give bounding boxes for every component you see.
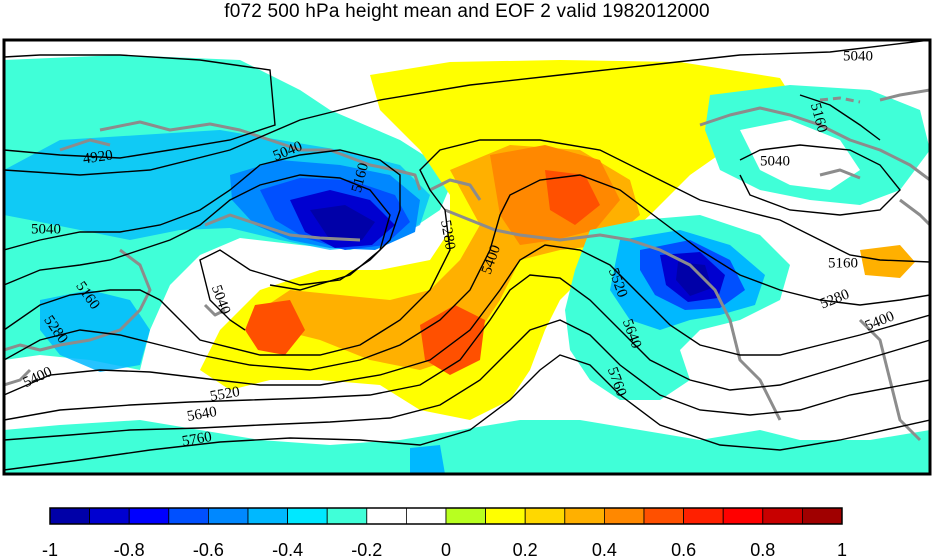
contour-label-text: 5040	[760, 153, 790, 169]
negative-anomaly-southwest	[40, 290, 150, 372]
contour-label: 5280	[437, 219, 458, 251]
colorbar-tick-label: 0.6	[671, 540, 696, 558]
colorbar-border	[49, 507, 843, 525]
colorbar-swatch	[485, 507, 526, 525]
contour-label-text: 5520	[209, 384, 241, 405]
colorbar-tick-label: 1	[837, 540, 847, 558]
contour-label: 5640	[186, 404, 218, 425]
colorbar-swatch	[168, 507, 209, 525]
colorbar-swatch	[366, 507, 407, 525]
contour-label-text: 5760	[181, 429, 213, 450]
contour-label-text: 5160	[349, 161, 372, 194]
coastlines	[4, 88, 930, 442]
colorbar-tick-label: -0.2	[351, 540, 382, 558]
contour-label-text: 4920	[82, 147, 114, 167]
colorbar-swatch	[247, 507, 288, 525]
eof-shading	[4, 40, 930, 474]
negative-anomaly-south	[4, 420, 930, 474]
colorbar-swatch	[445, 507, 486, 525]
colorbar-swatch	[683, 507, 724, 525]
colorbar-swatch	[128, 507, 170, 525]
contour-label: 5160	[807, 101, 830, 134]
contour-label: 5760	[181, 429, 213, 450]
map-title: f072 500 hPa height mean and EOF 2 valid…	[224, 1, 710, 22]
contour-label: 5160	[349, 161, 372, 194]
colorbar-tick-label: -0.8	[114, 540, 145, 558]
colorbar-swatch	[89, 507, 130, 525]
colorbar-tick-label: 0.4	[592, 540, 617, 558]
colorbar-swatch	[207, 507, 249, 525]
contour-label: 5040	[843, 48, 873, 64]
contour-label: 5160	[828, 255, 858, 271]
contour-label: 4920	[82, 147, 114, 167]
contour-label-text: 5040	[31, 221, 61, 237]
contour-label: 5520	[209, 384, 241, 405]
colorbar-tick-label: 0	[441, 540, 451, 558]
colorbar-swatch	[722, 507, 764, 525]
colorbar	[49, 507, 843, 525]
colorbar-tick-label: 0.8	[750, 540, 775, 558]
colorbar-swatch	[405, 507, 447, 525]
colorbar-swatch	[287, 507, 328, 525]
colorbar-swatch	[802, 507, 843, 525]
colorbar-swatch	[762, 507, 803, 525]
height-contours	[4, 40, 930, 471]
contour-label-text: 5040	[843, 48, 873, 64]
colorbar-swatch	[564, 507, 605, 525]
colorbar-tick-label: 0.2	[513, 540, 538, 558]
contour-label-text: 5160	[828, 255, 858, 271]
colorbar-swatch	[326, 507, 368, 525]
colorbar-tick-label: -0.4	[272, 540, 303, 558]
contour-label-text: 5160	[807, 101, 830, 134]
colorbar-swatch	[643, 507, 684, 525]
contour-label-text: 5280	[437, 219, 458, 251]
colorbar-swatch	[524, 507, 566, 525]
contour-label-text: 5640	[186, 404, 218, 425]
colorbar-swatch	[49, 507, 90, 525]
colorbar-swatch	[604, 507, 645, 525]
map-frame	[2, 38, 932, 476]
colorbar-tick-label: -0.6	[193, 540, 224, 558]
colorbar-labels: -1 -0.8 -0.6 -0.4 -0.2 0 0.2 0.4 0.6 0.8 1	[42, 540, 847, 558]
contour-label: 5040	[31, 221, 61, 237]
contour-label: 5040	[760, 153, 790, 169]
colorbar-tick-label: -1	[42, 540, 58, 558]
